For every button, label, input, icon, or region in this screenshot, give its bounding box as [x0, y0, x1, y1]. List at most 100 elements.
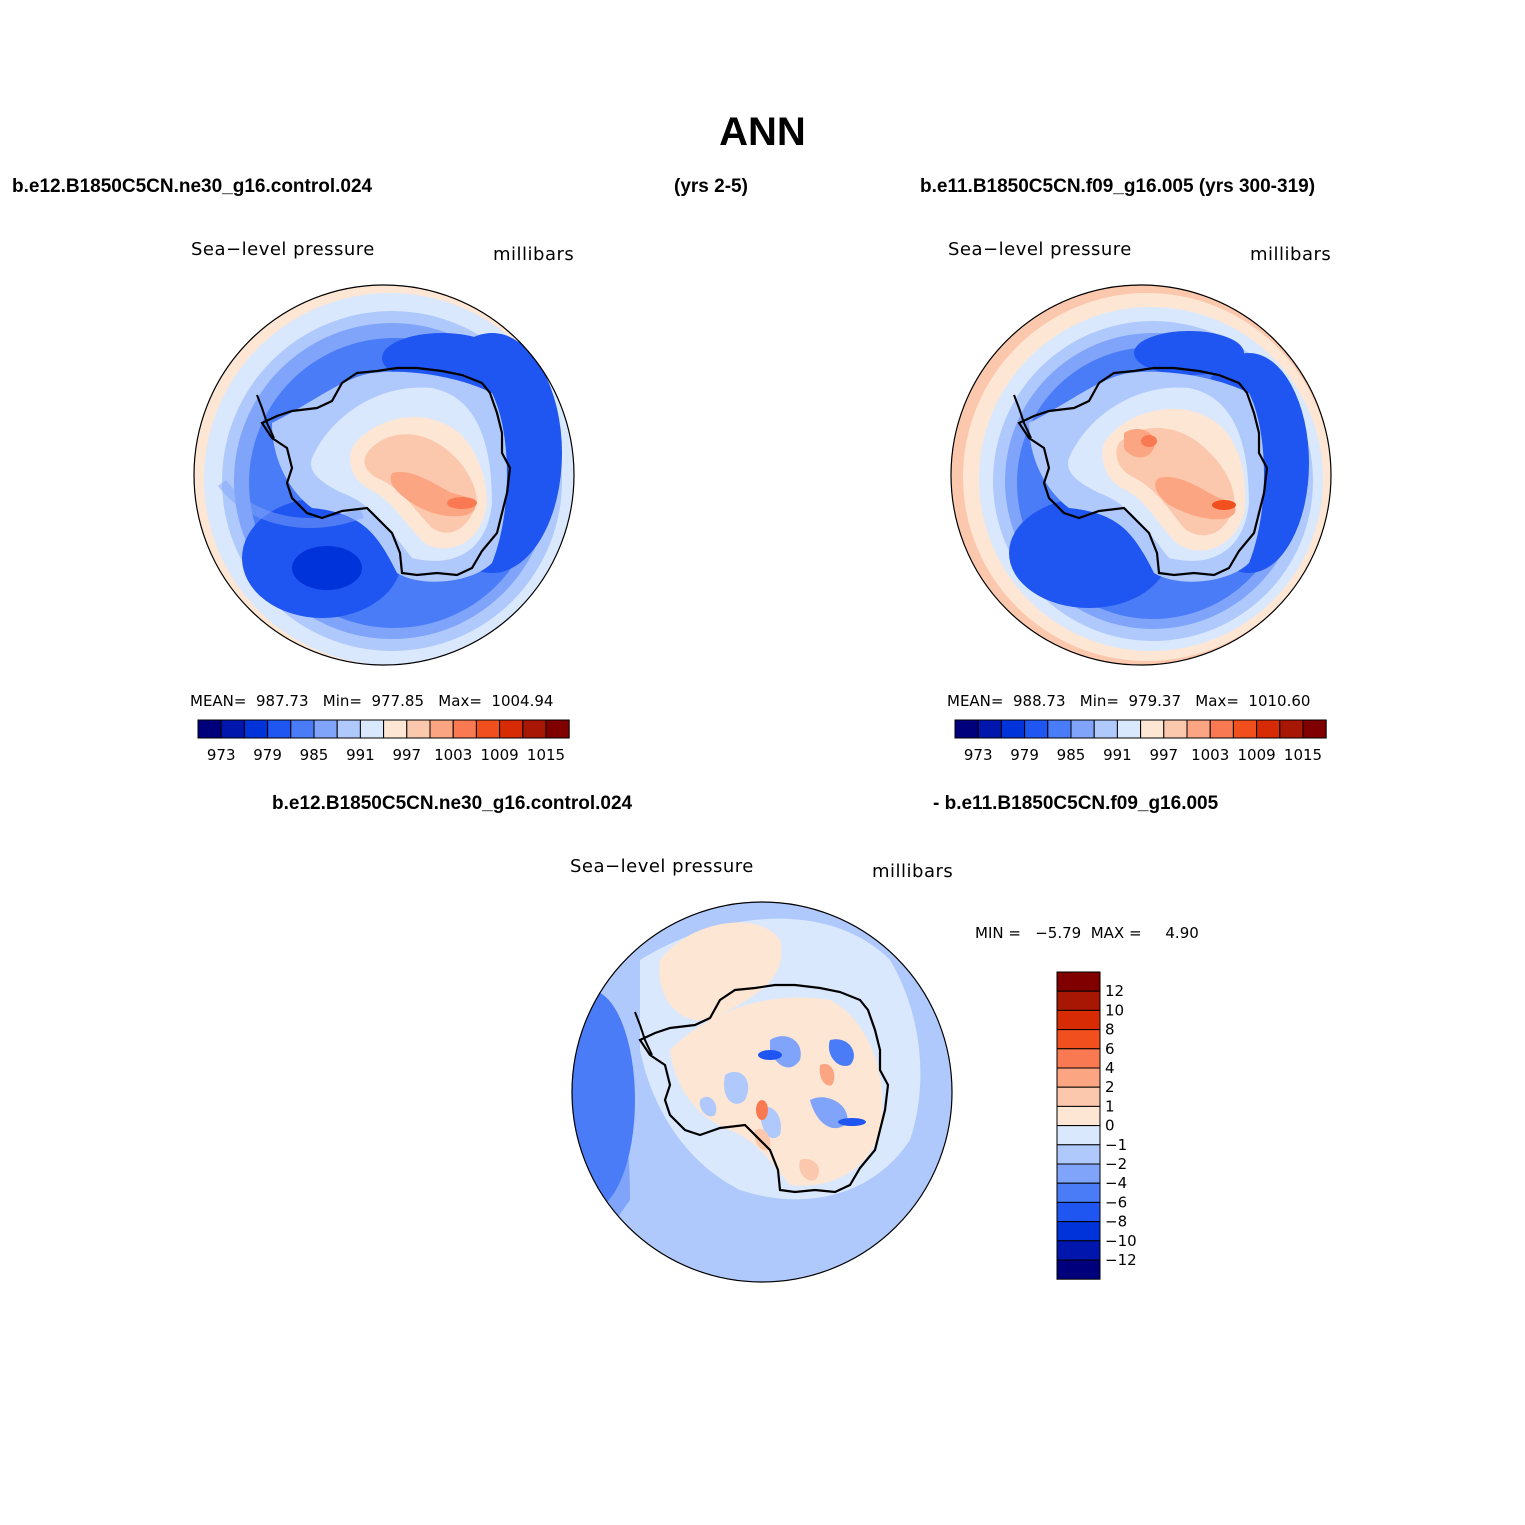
- colorbar-box: [336, 719, 361, 739]
- colorbar-box: [1302, 719, 1327, 739]
- colorbar-box: [1093, 719, 1118, 739]
- colorbar-tick-label: 1009: [1238, 746, 1276, 764]
- colorbar-tick-label: 979: [1010, 746, 1039, 764]
- colorbar-box: [267, 719, 292, 739]
- colorbar-box: [383, 719, 408, 739]
- panel3-variable-label: Sea−level pressure: [570, 856, 754, 877]
- panel1-stats: MEAN= 987.73 Min= 977.85 Max= 1004.94: [190, 692, 554, 710]
- panel3-stats: MIN = −5.79 MAX = 4.90: [975, 924, 1199, 942]
- colorbar-box: [522, 719, 547, 739]
- colorbar-panel-1: 973 979 985 991 997 1003 1009 1015: [197, 719, 570, 764]
- diff-right-header: - b.e11.B1850C5CN.f09_g16.005: [933, 793, 1219, 814]
- colorbar-box: [1056, 1259, 1101, 1280]
- colorbar-tick-label: 8: [1105, 1021, 1115, 1039]
- colorbar-tick-label: −10: [1105, 1232, 1137, 1250]
- colorbar-tick-label: 973: [207, 746, 236, 764]
- colorbar-tick-label: 6: [1105, 1040, 1115, 1058]
- colorbar-tick-label: 1003: [434, 746, 472, 764]
- colorbar-tick-label: 4: [1105, 1059, 1115, 1077]
- colorbar-tick-label: 991: [346, 746, 375, 764]
- colorbar-box: [429, 719, 454, 739]
- colorbar-box: [1047, 719, 1072, 739]
- diff-left-header: b.e12.B1850C5CN.ne30_g16.control.024: [272, 793, 633, 814]
- colorbar-box: [1056, 1048, 1101, 1069]
- colorbar-tick-label: 973: [964, 746, 993, 764]
- colorbar-box: [197, 719, 222, 739]
- map-panel-difference: [571, 901, 953, 1283]
- colorbar-tick-label: −4: [1105, 1174, 1127, 1192]
- colorbar-tick-label: 0: [1105, 1117, 1115, 1135]
- colorbar-box: [1116, 719, 1142, 739]
- colorbar-box: [1056, 1163, 1101, 1184]
- colorbar-box: [1056, 1105, 1101, 1127]
- colorbar-box: [1056, 1009, 1101, 1031]
- colorbar-tick-label: 991: [1103, 746, 1132, 764]
- map-panel-1: [193, 284, 575, 666]
- panel2-stats: MEAN= 988.73 Min= 979.37 Max= 1010.60: [947, 692, 1311, 710]
- colorbar-box: [220, 719, 245, 739]
- colorbar-box: [243, 719, 269, 739]
- panel2-units-label: millibars: [1250, 244, 1332, 265]
- colorbar-box: [1209, 719, 1234, 739]
- colorbar-tick-label: −1: [1105, 1136, 1127, 1154]
- colorbar-box: [1163, 719, 1188, 739]
- colorbar-tick-label: 10: [1105, 1001, 1124, 1019]
- colorbar-box: [1232, 719, 1258, 739]
- colorbar-box: [1186, 719, 1211, 739]
- colorbar-box: [1056, 1182, 1101, 1203]
- panel1-variable-label: Sea−level pressure: [191, 239, 375, 260]
- panel3-units-label: millibars: [872, 861, 954, 882]
- colorbar-panel-2: 973 979 985 991 997 1003 1009 1015: [954, 719, 1327, 764]
- colorbar-box: [1256, 719, 1281, 739]
- colorbar-tick-label: 979: [253, 746, 282, 764]
- colorbar-tick-label: 1015: [527, 746, 565, 764]
- left-case-header: b.e12.B1850C5CN.ne30_g16.control.024: [12, 176, 373, 197]
- colorbar-tick-label: 1009: [481, 746, 519, 764]
- colorbar-tick-label: −2: [1105, 1155, 1127, 1173]
- colorbar-box: [1056, 1221, 1101, 1242]
- colorbar-box: [359, 719, 385, 739]
- colorbar-box: [977, 719, 1002, 739]
- colorbar-box: [1056, 1240, 1101, 1261]
- colorbar-tick-label: 985: [1057, 746, 1086, 764]
- colorbar-box: [1279, 719, 1304, 739]
- colorbar-box: [954, 719, 979, 739]
- colorbar-box: [1056, 1067, 1101, 1088]
- colorbar-box: [545, 719, 570, 739]
- colorbar-tick-label: 1: [1105, 1097, 1115, 1115]
- colorbar-box: [475, 719, 501, 739]
- colorbar-tick-label: −6: [1105, 1193, 1127, 1211]
- figure-title: ANN: [719, 110, 806, 154]
- panel2-variable-label: Sea−level pressure: [948, 239, 1132, 260]
- colorbar-box: [1056, 1086, 1101, 1107]
- colorbar-tick-label: 12: [1105, 982, 1124, 1000]
- colorbar-box: [1056, 971, 1101, 992]
- map-panel-2: [950, 284, 1332, 666]
- colorbar-tick-label: 1015: [1284, 746, 1322, 764]
- colorbar-box: [290, 719, 315, 739]
- colorbar-box: [1140, 719, 1165, 739]
- colorbar-tick-label: 1003: [1191, 746, 1229, 764]
- colorbar-box: [1056, 1144, 1101, 1165]
- colorbar-box: [499, 719, 524, 739]
- colorbar-tick-label: 997: [1149, 746, 1178, 764]
- panel1-units-label: millibars: [493, 244, 575, 265]
- colorbar-box: [1024, 719, 1049, 739]
- colorbar-box: [1056, 1201, 1101, 1223]
- colorbar-tick-label: 2: [1105, 1078, 1115, 1096]
- colorbar-box: [1056, 1125, 1101, 1146]
- colorbar-box: [406, 719, 431, 739]
- left-years-header: (yrs 2-5): [674, 176, 748, 197]
- colorbar-tick-label: −8: [1105, 1213, 1127, 1231]
- colorbar-box: [452, 719, 477, 739]
- right-case-header: b.e11.B1850C5CN.f09_g16.005 (yrs 300-319…: [920, 176, 1316, 197]
- colorbar-box: [1056, 1029, 1101, 1050]
- colorbar-tick-label: 985: [300, 746, 329, 764]
- colorbar-tick-label: 997: [392, 746, 421, 764]
- colorbar-box: [313, 719, 338, 739]
- colorbar-box: [1056, 990, 1101, 1011]
- colorbar-box: [1000, 719, 1026, 739]
- colorbar-tick-label: −12: [1105, 1251, 1137, 1269]
- colorbar-box: [1070, 719, 1095, 739]
